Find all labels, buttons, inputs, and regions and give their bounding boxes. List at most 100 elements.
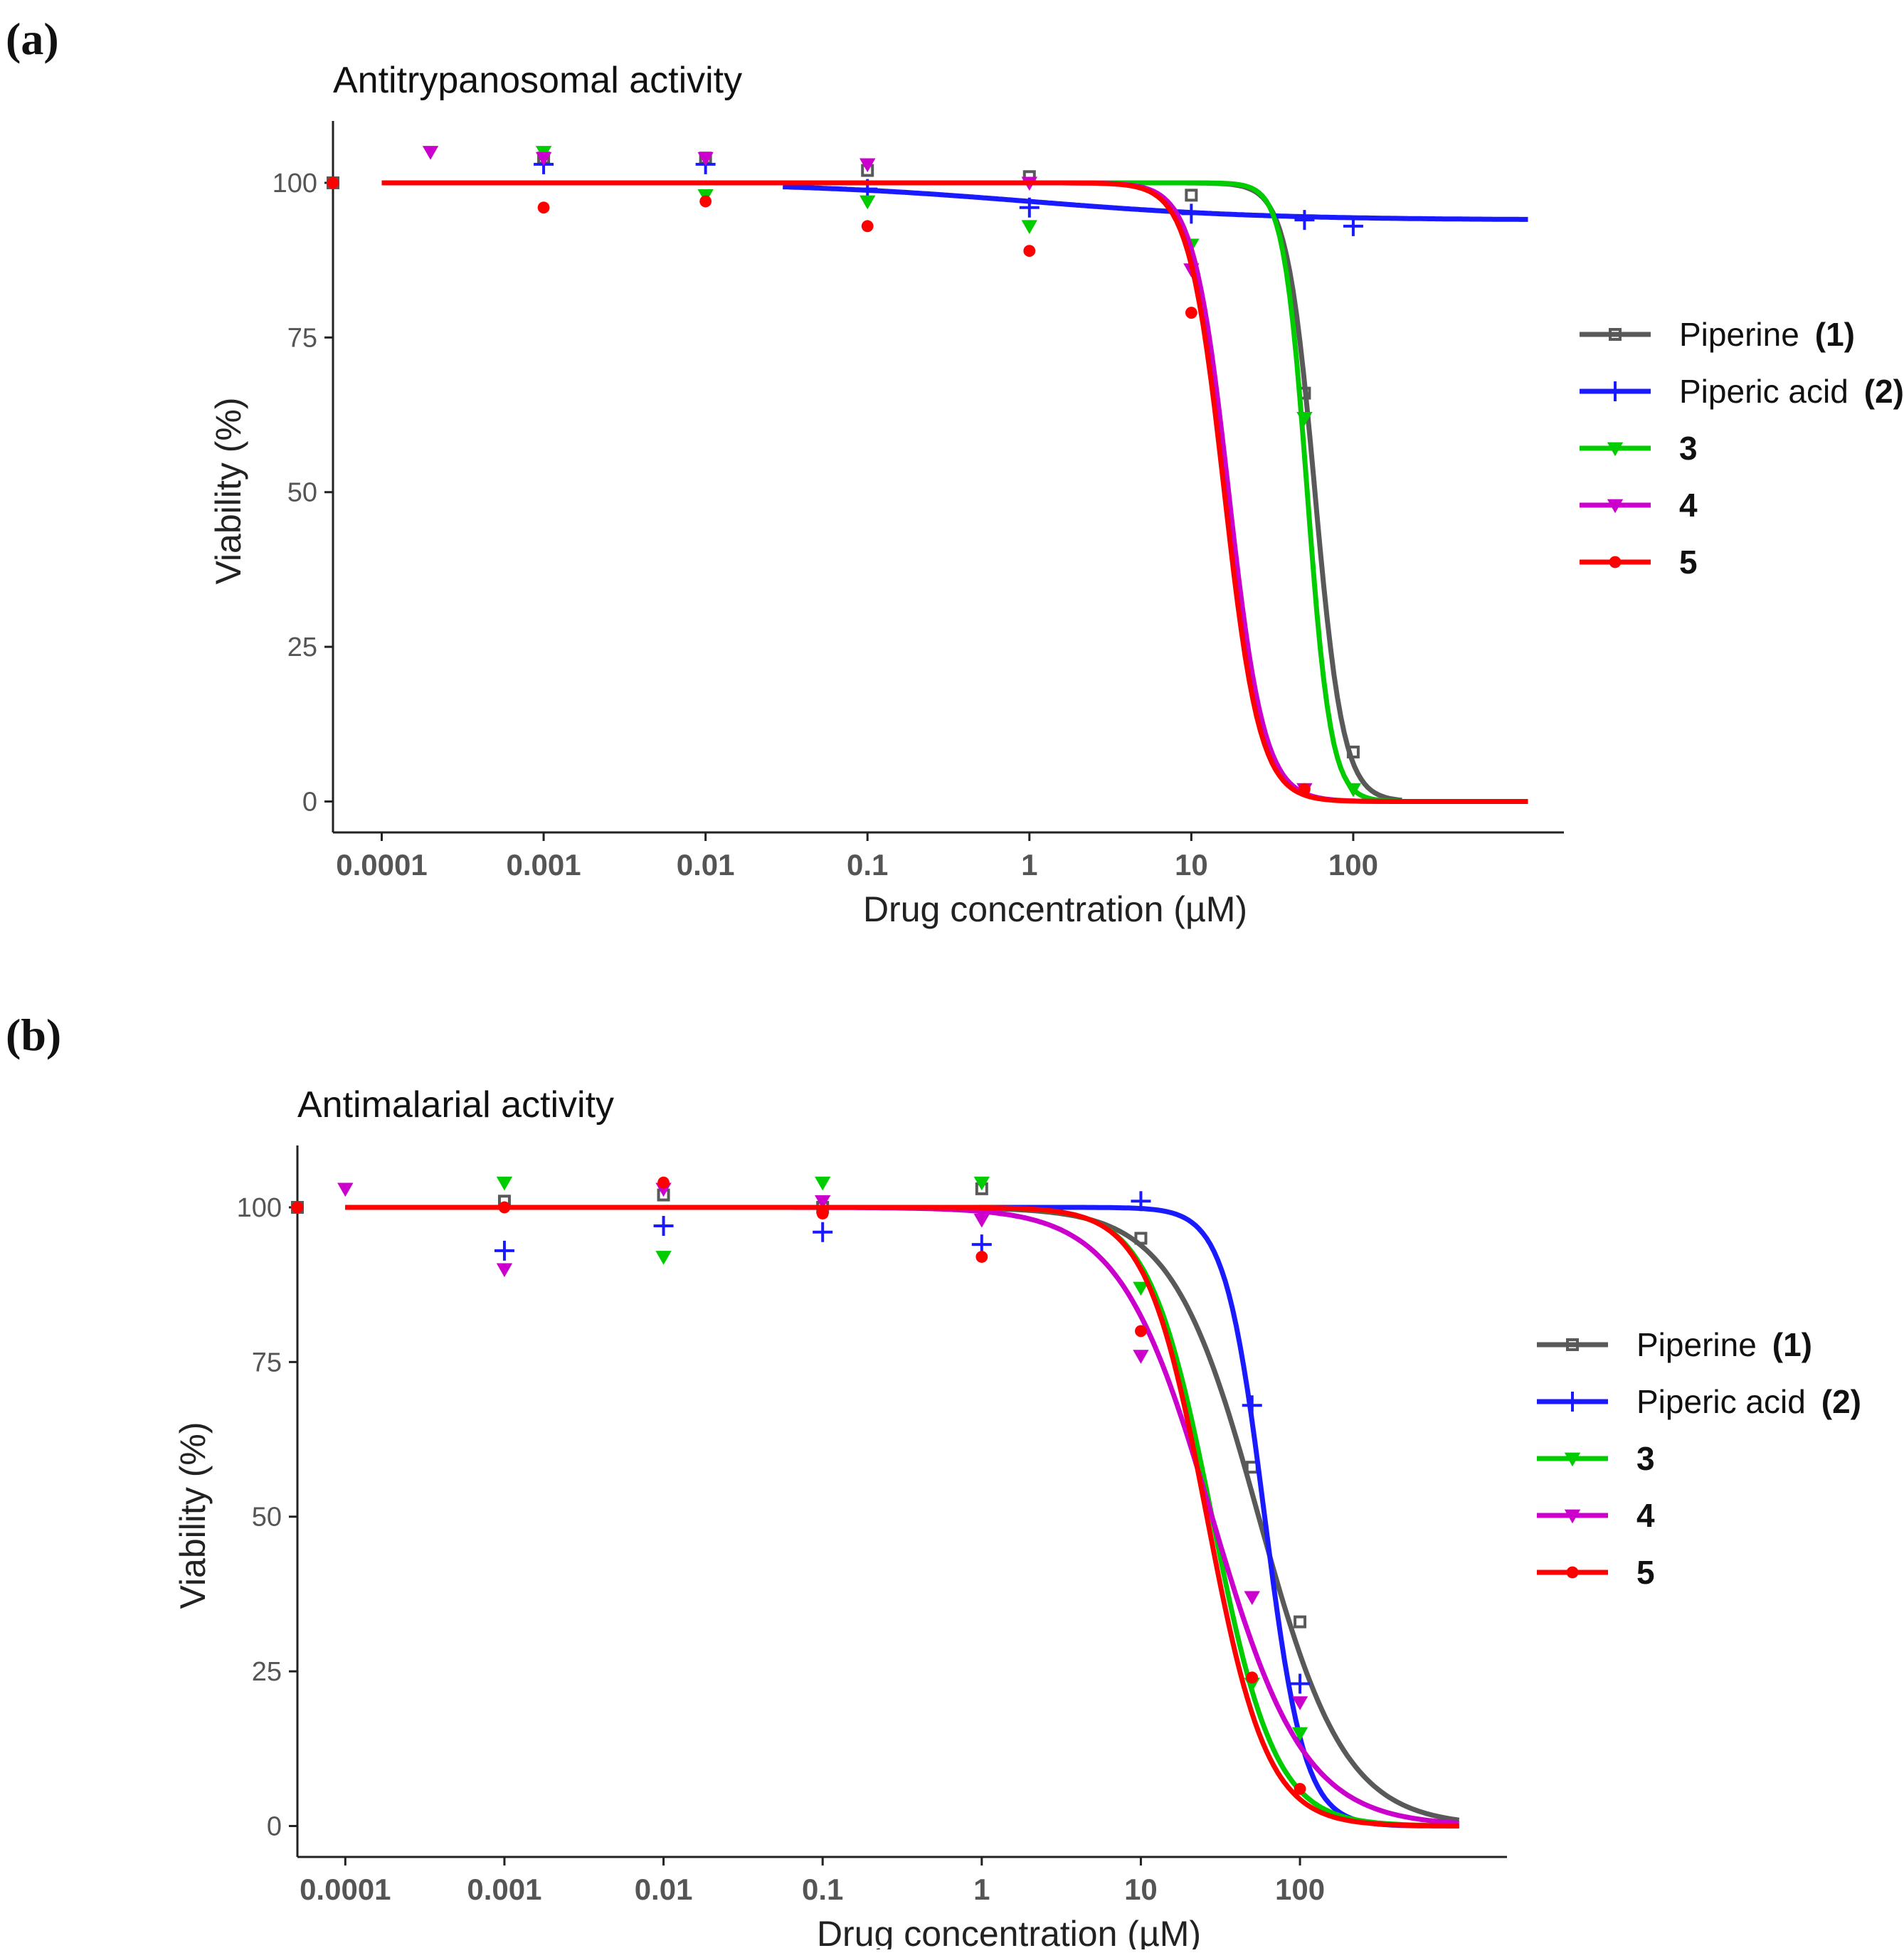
data-point	[973, 1213, 990, 1228]
data-point	[1290, 1673, 1311, 1694]
x-tick-label: 100	[1275, 1873, 1325, 1906]
data-point	[496, 1176, 513, 1191]
data-point	[1345, 783, 1362, 798]
x-axis-label: Drug concentration (µM)	[863, 889, 1247, 929]
x-tick-label: 10	[1124, 1873, 1158, 1906]
legend-swatch-marker	[1566, 1338, 1579, 1351]
legend-item: 5	[1537, 1554, 1655, 1591]
x-tick-label: 100	[1328, 848, 1378, 882]
chart-title: Antimalarial activity	[297, 1084, 614, 1126]
x-axis-label: Drug concentration (µM)	[817, 1914, 1201, 1949]
y-tick-label: 75	[252, 1348, 282, 1377]
legend-name: 5	[1636, 1554, 1655, 1591]
legend-swatch-marker	[1564, 1509, 1581, 1524]
data-point	[1185, 189, 1198, 202]
data-point	[1135, 1325, 1147, 1338]
data-point	[1023, 245, 1036, 258]
legend: Piperine (1) Piperic acid (2) 3 4 5	[1537, 1326, 1861, 1591]
data-point	[653, 1216, 674, 1237]
series-5	[327, 176, 1528, 804]
fit-curve	[345, 1205, 1459, 1828]
fit-curve	[381, 180, 1402, 804]
legend-name: Piperic acid	[1636, 1383, 1806, 1420]
legend-swatch-marker	[1607, 442, 1624, 457]
legend-swatch-marker	[1607, 499, 1624, 514]
legend-item: Piperine (1)	[1537, 1326, 1812, 1363]
y-tick-label: 0	[302, 788, 317, 817]
data-point	[498, 1201, 511, 1214]
y-tick-label: 0	[267, 1812, 282, 1842]
x-tick-label: 0.01	[677, 848, 735, 882]
data-point	[1019, 197, 1040, 218]
data-point	[337, 1182, 354, 1197]
legend-name: 3	[1636, 1440, 1655, 1477]
y-tick-label: 50	[287, 478, 317, 508]
data-point	[699, 195, 712, 208]
data-point	[1291, 1696, 1308, 1710]
data-point	[1244, 1591, 1260, 1605]
x-tick-label: 0.01	[635, 1873, 693, 1906]
legend-swatch-marker	[1609, 328, 1622, 341]
legend-compound-id: (1)	[1815, 316, 1855, 353]
y-axis-label: Viability (%)	[173, 1422, 213, 1609]
data-point	[494, 1240, 514, 1261]
legend-item: 4	[1580, 487, 1698, 524]
data-point	[813, 1222, 833, 1242]
data-point	[1294, 1615, 1307, 1629]
data-point	[1299, 783, 1311, 795]
data-point	[422, 146, 439, 160]
legend-swatch-marker	[1566, 1566, 1579, 1579]
x-tick-label: 10	[1175, 848, 1208, 882]
legend: Piperine (1) Piperic acid (2) 3 4 5	[1580, 316, 1904, 581]
data-point	[1343, 216, 1363, 236]
data-point	[860, 158, 876, 173]
data-point	[816, 1207, 829, 1220]
legend-name: Piperine	[1679, 316, 1799, 353]
legend-label: Piperic acid (2)	[1679, 373, 1904, 410]
legend-name: Piperine	[1636, 1326, 1757, 1363]
legend-item: 4	[1537, 1497, 1655, 1534]
legend-label: 3	[1636, 1440, 1655, 1477]
x-tick-label: 0.0001	[336, 848, 427, 882]
legend-name: 5	[1679, 544, 1698, 581]
data-point	[1291, 1727, 1308, 1742]
y-axis-label: Viability (%)	[208, 397, 248, 584]
series-5	[291, 1176, 1459, 1828]
y-tick-label: 50	[252, 1503, 282, 1533]
panel-b: (b) Antimalarial activity 0 25 50 75 100 0.000…	[0, 996, 1904, 1953]
legend-label: 3	[1679, 430, 1698, 467]
data-point	[1133, 1350, 1149, 1364]
data-point	[1131, 1191, 1151, 1212]
data-point	[1346, 745, 1360, 758]
legend-compound-id: (1)	[1772, 1326, 1812, 1363]
data-point	[655, 1251, 672, 1265]
x-tick-label: 0.1	[802, 1873, 843, 1906]
fit-curve	[345, 1205, 1459, 1826]
data-point	[861, 220, 874, 233]
fit-curve	[381, 180, 1528, 804]
data-point	[1134, 1232, 1148, 1245]
x-tick-label: 1	[973, 1873, 990, 1906]
chart-antimalarial: Antimalarial activity 0 25 50 75 100 0.0001 0.0…	[173, 1084, 1861, 1953]
panel-label: (a)	[6, 14, 59, 64]
legend-label: 5	[1679, 544, 1698, 581]
data-point	[1242, 1395, 1262, 1416]
legend-name: 3	[1679, 430, 1698, 467]
data-point	[327, 176, 339, 189]
panel-label: (b)	[6, 1010, 62, 1060]
legend-item: 3	[1580, 430, 1698, 467]
data-point	[814, 1195, 831, 1210]
data-point	[860, 195, 876, 210]
legend-item: Piperine (1)	[1580, 316, 1855, 353]
series-piperine	[327, 152, 1402, 803]
legend-swatch-marker	[1605, 381, 1625, 401]
x-tick-label: 0.001	[467, 1873, 541, 1906]
fit-curve	[783, 184, 1528, 222]
x-tick-label: 0.001	[507, 848, 581, 882]
y-tick-label: 75	[287, 323, 317, 353]
legend-swatch-marker	[1564, 1452, 1581, 1467]
legend-item: 5	[1580, 544, 1698, 581]
series-3	[381, 146, 1402, 804]
legend-label: 5	[1636, 1554, 1655, 1591]
y-tick-label: 25	[287, 633, 317, 662]
